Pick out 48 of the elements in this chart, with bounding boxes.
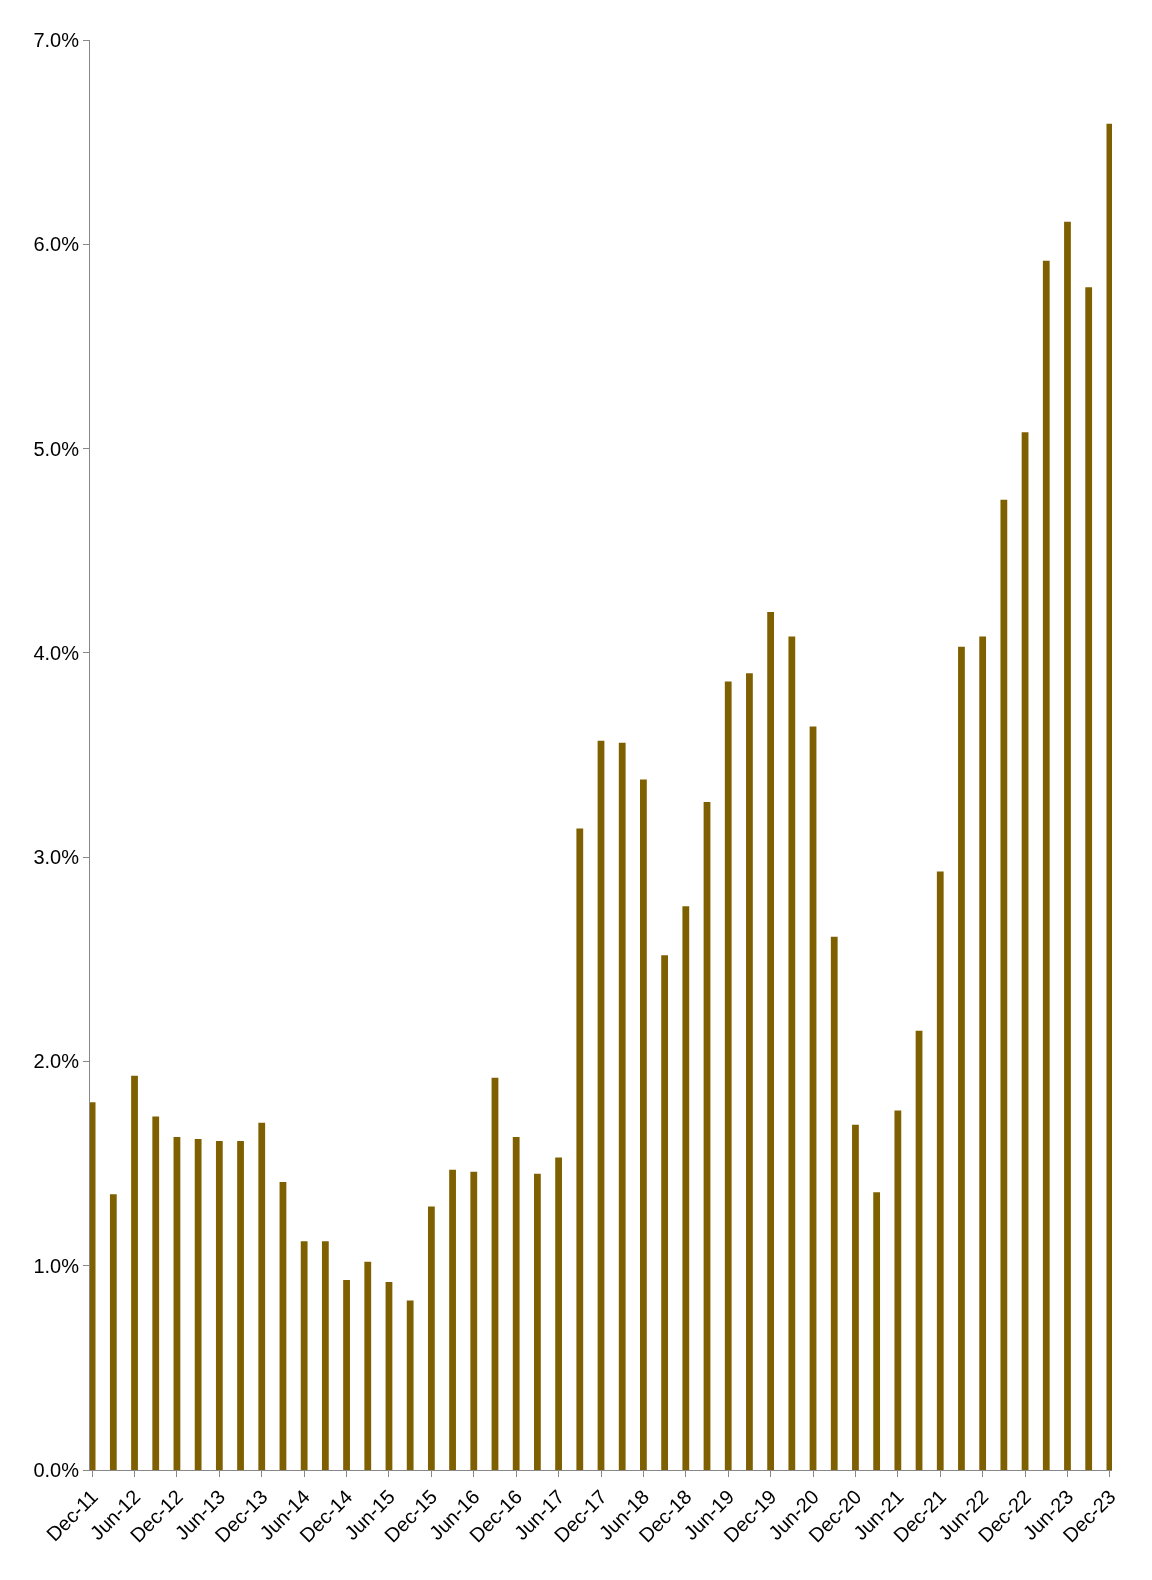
- bar: [90, 1102, 96, 1470]
- y-tick-label: 0.0%: [33, 1459, 80, 1481]
- bar: [364, 1261, 372, 1470]
- bar: [746, 673, 753, 1470]
- bar: [300, 1241, 308, 1470]
- bar: [406, 1300, 414, 1470]
- bar: [215, 1141, 223, 1470]
- bar: [109, 1194, 117, 1470]
- bar: [1106, 123, 1112, 1470]
- bar: [640, 779, 647, 1470]
- bar: [512, 1137, 520, 1470]
- bar: [830, 936, 838, 1470]
- bar: [343, 1280, 350, 1470]
- y-tick-label: 1.0%: [33, 1254, 80, 1277]
- bar: [682, 906, 690, 1470]
- y-tick-label: 4.0%: [33, 641, 80, 664]
- bar: [576, 828, 584, 1470]
- bar: [1085, 287, 1093, 1470]
- bar: [237, 1141, 244, 1470]
- bar: [194, 1139, 202, 1470]
- y-tick-label: 3.0%: [33, 846, 80, 869]
- bar: [958, 646, 965, 1470]
- y-tick-label: 6.0%: [33, 233, 80, 256]
- bar: [1042, 260, 1050, 1470]
- bar: [555, 1157, 562, 1470]
- bar: [449, 1169, 456, 1470]
- bar: [470, 1171, 478, 1470]
- y-tick-label: 2.0%: [33, 1050, 80, 1073]
- bar: [767, 612, 775, 1470]
- bar: [131, 1075, 138, 1470]
- bar: [152, 1116, 160, 1470]
- bar: [427, 1206, 435, 1470]
- bar: [788, 636, 796, 1470]
- y-tick-label: 5.0%: [33, 437, 80, 460]
- bar: [258, 1122, 266, 1470]
- bar: [1064, 221, 1071, 1470]
- bar: [873, 1192, 881, 1470]
- y-tick-label: 7.0%: [33, 29, 80, 51]
- bar: [936, 871, 944, 1470]
- bar: [979, 636, 987, 1470]
- bar: [618, 742, 626, 1470]
- bar: [321, 1241, 329, 1470]
- bar: [1000, 499, 1008, 1470]
- bar: [534, 1173, 541, 1470]
- bar: [661, 955, 668, 1470]
- bar: [852, 1124, 859, 1470]
- bar: [724, 681, 732, 1470]
- bar: [894, 1110, 902, 1470]
